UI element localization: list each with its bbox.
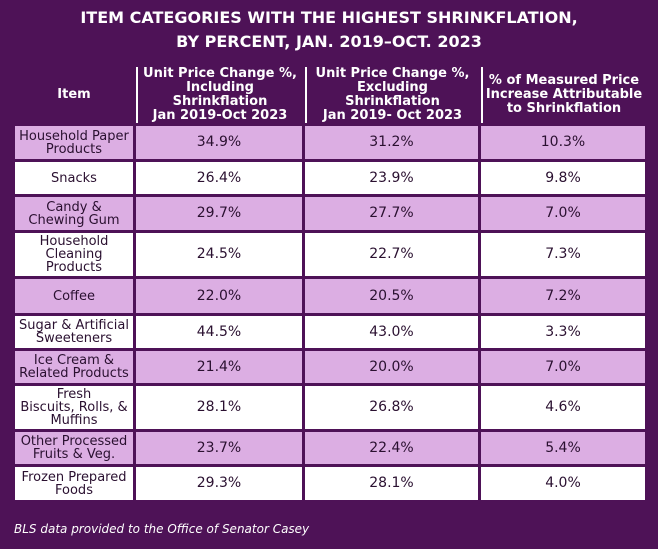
item-label-line: Frozen Prepared [21,469,127,485]
item-cell: Ice Cream & Related Products [15,351,133,383]
share-value-cell: 7.2% [481,279,645,313]
table-row: Frozen Prepared Foods 29.3% 28.1% 4.0% [15,467,645,500]
share-value-cell: 3.3% [481,316,645,348]
item-cell: Coffee [15,279,133,313]
column-header-line: Unit Price Change %, [315,66,470,81]
item-cell: Other Processed Fruits & Veg. [15,432,133,464]
item-label-line: Related Products [19,366,129,381]
item-cell: Sugar & Artificial Sweeteners [15,316,133,348]
column-header-excl: Unit Price Change %, Excluding Shrinkflat… [305,67,478,123]
item-label-line: Ice Cream & [33,353,115,368]
share-value-cell: 5.4% [481,432,645,464]
item-label-line: Coffee [53,288,95,304]
excl-value-cell: 43.0% [305,316,478,348]
incl-value-cell: 23.7% [136,432,302,464]
table-row: Snacks 26.4% 23.9% 9.8% [15,162,645,194]
item-label-line: Muffins [50,413,98,428]
chart-title-line-1: ITEM CATEGORIES WITH THE HIGHEST SHRINKF… [80,8,578,27]
excl-value-cell: 22.7% [305,233,478,276]
excl-value-cell: 27.7% [305,197,478,230]
share-value-cell: 7.0% [481,197,645,230]
item-cell: Fresh Biscuits, Rolls, & Muffins [15,386,133,429]
table-row: Household Cleaning Products 24.5% 22.7% 7.3% [15,233,645,276]
item-label-line: Biscuits, Rolls, & [20,400,128,415]
item-label-line: Cleaning [45,247,103,262]
incl-value-cell: 44.5% [136,316,302,348]
item-label-line: Products [45,141,103,157]
item-label-line: Household Paper [19,128,129,144]
chart-title: ITEM CATEGORIES WITH THE HIGHEST SHRINKF… [0,6,658,54]
excl-value-cell: 28.1% [305,467,478,500]
column-header-line: Jan 2019-Oct 2023 [152,108,288,123]
column-header-share: % of Measured Price Increase Attributable… [481,67,645,123]
item-label-line: Fruits & Veg. [32,447,116,462]
column-header-line: to Shrinkflation [506,101,622,116]
item-cell: Household Cleaning Products [15,233,133,276]
column-header-line: Increase Attributable [485,87,643,102]
excl-value-cell: 22.4% [305,432,478,464]
incl-value-cell: 28.1% [136,386,302,429]
excl-value-cell: 20.5% [305,279,478,313]
item-label-line: Chewing Gum [28,212,120,228]
item-cell: Candy & Chewing Gum [15,197,133,230]
item-label-line: Sugar & Artificial [19,318,129,333]
incl-value-cell: 29.7% [136,197,302,230]
table-body: Household Paper Products 34.9% 31.2% 10.3% Sn… [15,126,645,500]
incl-value-cell: 29.3% [136,467,302,500]
table-row: Ice Cream & Related Products 21.4% 20.0% 7.0… [15,351,645,383]
column-header-incl: Unit Price Change %, Including Shrinkflat… [136,67,302,123]
incl-value-cell: 26.4% [136,162,302,194]
column-header-line: Item [57,87,91,102]
item-label-line: Other Processed [20,434,128,449]
excl-value-cell: 26.8% [305,386,478,429]
incl-value-cell: 24.5% [136,233,302,276]
item-label-line: Candy & [46,199,102,215]
item-label-line: Foods [55,482,93,498]
table-header-row: Item Unit Price Change %, Including Shrink… [15,67,645,123]
source-note: BLS data provided to the Office of Senat… [14,522,310,536]
item-label-line: Sweeteners [35,331,113,346]
table-row: Sugar & Artificial Sweeteners 44.5% 43.0% 3.… [15,316,645,348]
excl-value-cell: 20.0% [305,351,478,383]
item-cell: Household Paper Products [15,126,133,159]
share-value-cell: 4.6% [481,386,645,429]
excl-value-cell: 23.9% [305,162,478,194]
shrinkflation-table: Item Unit Price Change %, Including Shrink… [12,64,648,503]
table-row: Other Processed Fruits & Veg. 23.7% 22.4% 5.… [15,432,645,464]
column-header-line: Including Shrinkflation [172,80,268,109]
table-row: Coffee 22.0% 20.5% 7.2% [15,279,645,313]
incl-value-cell: 21.4% [136,351,302,383]
share-value-cell: 7.3% [481,233,645,276]
item-label-line: Household [39,234,109,249]
share-value-cell: 4.0% [481,467,645,500]
item-cell: Snacks [15,162,133,194]
column-header-line: Unit Price Change %, [143,66,297,81]
column-header-line: Excluding Shrinkflation [345,80,440,109]
table-row: Fresh Biscuits, Rolls, & Muffins 28.1% 26.8%… [15,386,645,429]
share-value-cell: 9.8% [481,162,645,194]
item-label-line: Fresh [56,387,92,402]
item-cell: Frozen Prepared Foods [15,467,133,500]
item-label-line: Snacks [51,170,97,186]
table-row: Candy & Chewing Gum 29.7% 27.7% 7.0% [15,197,645,230]
incl-value-cell: 22.0% [136,279,302,313]
share-value-cell: 7.0% [481,351,645,383]
share-value-cell: 10.3% [481,126,645,159]
table-row: Household Paper Products 34.9% 31.2% 10.3% [15,126,645,159]
excl-value-cell: 31.2% [305,126,478,159]
item-label-line: Products [45,260,103,275]
column-header-line: % of Measured Price [488,73,640,88]
chart-title-line-2: BY PERCENT, JAN. 2019–OCT. 2023 [176,32,482,51]
incl-value-cell: 34.9% [136,126,302,159]
column-header-item: Item [15,67,133,123]
column-header-line: Jan 2019- Oct 2023 [322,108,463,123]
